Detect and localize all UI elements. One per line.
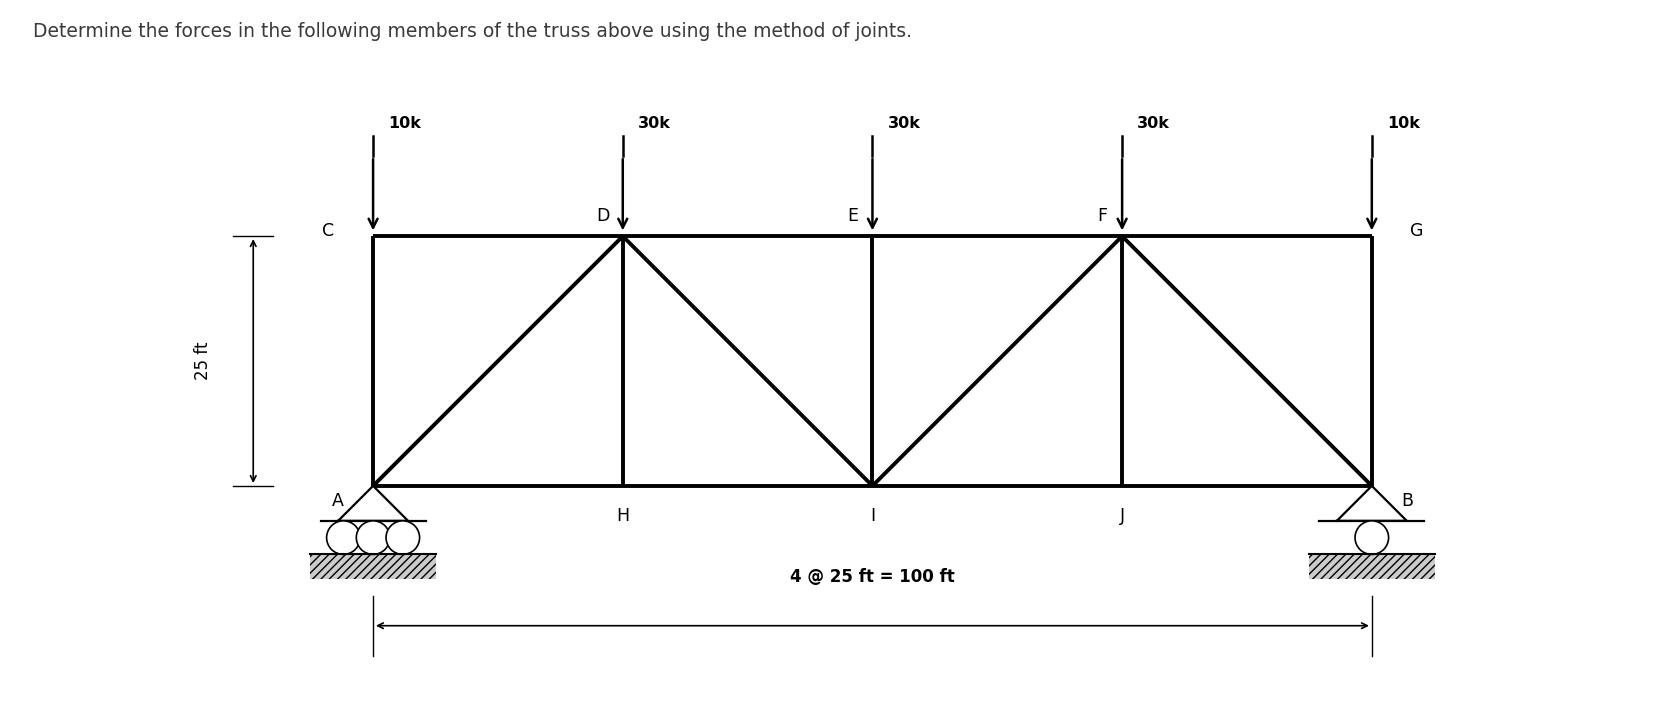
Polygon shape [338,486,408,521]
Text: H: H [616,507,629,525]
Text: E: E [847,207,857,225]
Polygon shape [1336,486,1406,521]
Circle shape [326,521,359,554]
Text: F: F [1097,207,1107,225]
Text: 10k: 10k [388,117,421,131]
Circle shape [386,521,419,554]
Text: 25 ft: 25 ft [195,342,213,380]
Text: C: C [321,222,334,240]
Text: 30k: 30k [1137,117,1170,131]
Circle shape [1354,521,1388,554]
Text: B: B [1399,492,1413,510]
Text: 30k: 30k [637,117,671,131]
Text: I: I [869,507,875,525]
Text: Determine the forces in the following members of the truss above using the metho: Determine the forces in the following me… [33,22,912,40]
Text: 4 @ 25 ft = 100 ft: 4 @ 25 ft = 100 ft [790,568,953,586]
Circle shape [356,521,389,554]
Text: G: G [1409,222,1423,240]
Text: 30k: 30k [887,117,920,131]
Text: D: D [596,207,609,225]
Text: J: J [1118,507,1123,525]
Text: A: A [333,492,344,510]
Text: 10k: 10k [1386,117,1419,131]
